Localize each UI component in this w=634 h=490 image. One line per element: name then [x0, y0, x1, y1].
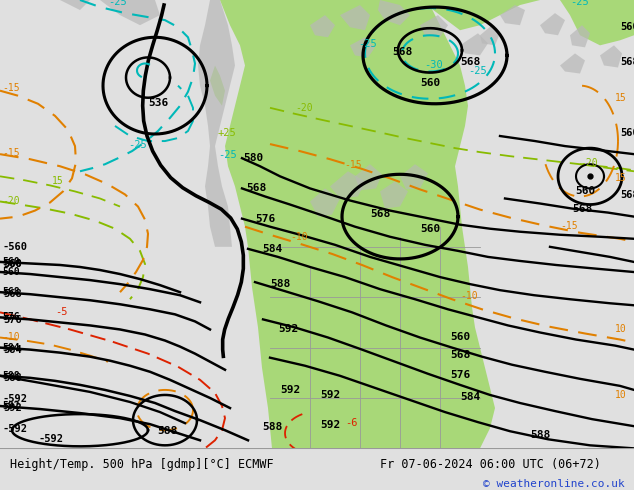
Text: -6: -6	[345, 418, 358, 428]
Text: -30: -30	[424, 59, 443, 70]
Polygon shape	[350, 37, 375, 57]
Polygon shape	[310, 189, 340, 217]
Polygon shape	[210, 66, 225, 106]
Text: 592: 592	[320, 420, 340, 430]
Text: -10: -10	[2, 332, 20, 342]
Text: 560: 560	[575, 187, 595, 196]
Text: 536: 536	[148, 98, 168, 108]
Text: 592: 592	[278, 324, 298, 335]
Text: 15: 15	[52, 176, 64, 186]
Text: 588: 588	[157, 426, 178, 436]
Polygon shape	[198, 0, 235, 247]
Polygon shape	[560, 0, 634, 46]
Polygon shape	[380, 181, 408, 209]
Text: 592: 592	[3, 403, 22, 413]
Text: 560: 560	[3, 259, 22, 269]
Polygon shape	[480, 25, 500, 46]
Text: -25: -25	[358, 39, 377, 49]
Text: -560: -560	[3, 242, 28, 252]
Polygon shape	[60, 0, 90, 10]
Polygon shape	[600, 46, 622, 68]
Text: 568: 568	[620, 191, 634, 200]
Text: 568: 568	[246, 183, 266, 194]
Text: 568: 568	[450, 350, 470, 360]
Text: 592: 592	[320, 390, 340, 400]
Text: 576: 576	[450, 370, 470, 380]
Polygon shape	[570, 25, 590, 48]
Text: -15: -15	[2, 83, 20, 93]
Text: 568: 568	[3, 289, 22, 299]
Polygon shape	[355, 164, 382, 191]
Text: 568: 568	[620, 57, 634, 68]
Text: 15: 15	[615, 93, 627, 103]
Text: -25: -25	[128, 140, 146, 150]
Text: 560: 560	[620, 22, 634, 32]
Text: 588: 588	[530, 430, 550, 441]
Text: 592: 592	[2, 401, 20, 411]
Polygon shape	[310, 15, 335, 37]
Text: 568: 568	[370, 209, 391, 219]
Text: 560: 560	[3, 259, 22, 269]
Text: 584: 584	[3, 344, 22, 355]
Text: -20: -20	[2, 196, 20, 205]
Text: 592: 592	[280, 385, 301, 395]
Text: -20: -20	[580, 158, 598, 168]
Text: -592: -592	[38, 434, 63, 444]
Polygon shape	[400, 164, 428, 190]
Text: 576: 576	[2, 312, 20, 322]
Text: 560: 560	[420, 77, 440, 88]
Text: +25: +25	[218, 128, 236, 138]
Text: -10: -10	[460, 291, 477, 301]
Polygon shape	[330, 172, 365, 198]
Text: 584: 584	[2, 343, 20, 353]
Text: 588: 588	[262, 422, 282, 432]
Text: 588: 588	[3, 373, 22, 383]
Text: 10: 10	[615, 324, 627, 335]
Text: 568: 568	[460, 57, 480, 68]
Text: 568: 568	[392, 48, 412, 57]
Text: 568: 568	[2, 287, 20, 297]
Polygon shape	[460, 33, 488, 55]
Text: 576: 576	[255, 214, 275, 223]
Polygon shape	[540, 13, 565, 35]
Text: 576: 576	[3, 316, 22, 325]
Text: 568: 568	[572, 203, 592, 214]
Polygon shape	[100, 0, 160, 25]
Text: 560: 560	[450, 332, 470, 342]
Text: 560: 560	[420, 224, 440, 234]
Text: -15: -15	[560, 220, 578, 231]
Text: 588: 588	[2, 371, 20, 381]
Text: 560: 560	[620, 128, 634, 138]
Text: Fr 07-06-2024 06:00 UTC (06+72): Fr 07-06-2024 06:00 UTC (06+72)	[380, 458, 601, 471]
Text: -15: -15	[344, 160, 361, 170]
Text: -15: -15	[2, 148, 20, 158]
Polygon shape	[420, 0, 634, 30]
Text: -20: -20	[295, 103, 313, 113]
Polygon shape	[340, 5, 370, 30]
Polygon shape	[378, 0, 410, 25]
Text: 560: 560	[2, 267, 20, 277]
Text: -25: -25	[468, 66, 487, 75]
Text: -25: -25	[108, 0, 127, 7]
Text: © weatheronline.co.uk: © weatheronline.co.uk	[482, 479, 624, 489]
Polygon shape	[220, 0, 495, 448]
Polygon shape	[420, 15, 448, 37]
Text: -25: -25	[570, 0, 589, 7]
Text: Height/Temp. 500 hPa [gdmp][°C] ECMWF: Height/Temp. 500 hPa [gdmp][°C] ECMWF	[10, 458, 273, 471]
Polygon shape	[500, 5, 525, 25]
Text: 15: 15	[615, 173, 627, 183]
Polygon shape	[560, 53, 585, 74]
Text: -592: -592	[2, 394, 27, 404]
Text: -592: -592	[2, 424, 27, 434]
Text: 584: 584	[460, 392, 480, 402]
Text: -5: -5	[55, 307, 67, 318]
Text: 584: 584	[262, 244, 282, 254]
Text: 580: 580	[243, 153, 263, 163]
Text: -25: -25	[218, 150, 236, 160]
Text: 560: 560	[2, 257, 20, 267]
Text: -10: -10	[290, 232, 307, 242]
Text: 10: 10	[615, 390, 627, 400]
Text: 588: 588	[270, 279, 290, 289]
